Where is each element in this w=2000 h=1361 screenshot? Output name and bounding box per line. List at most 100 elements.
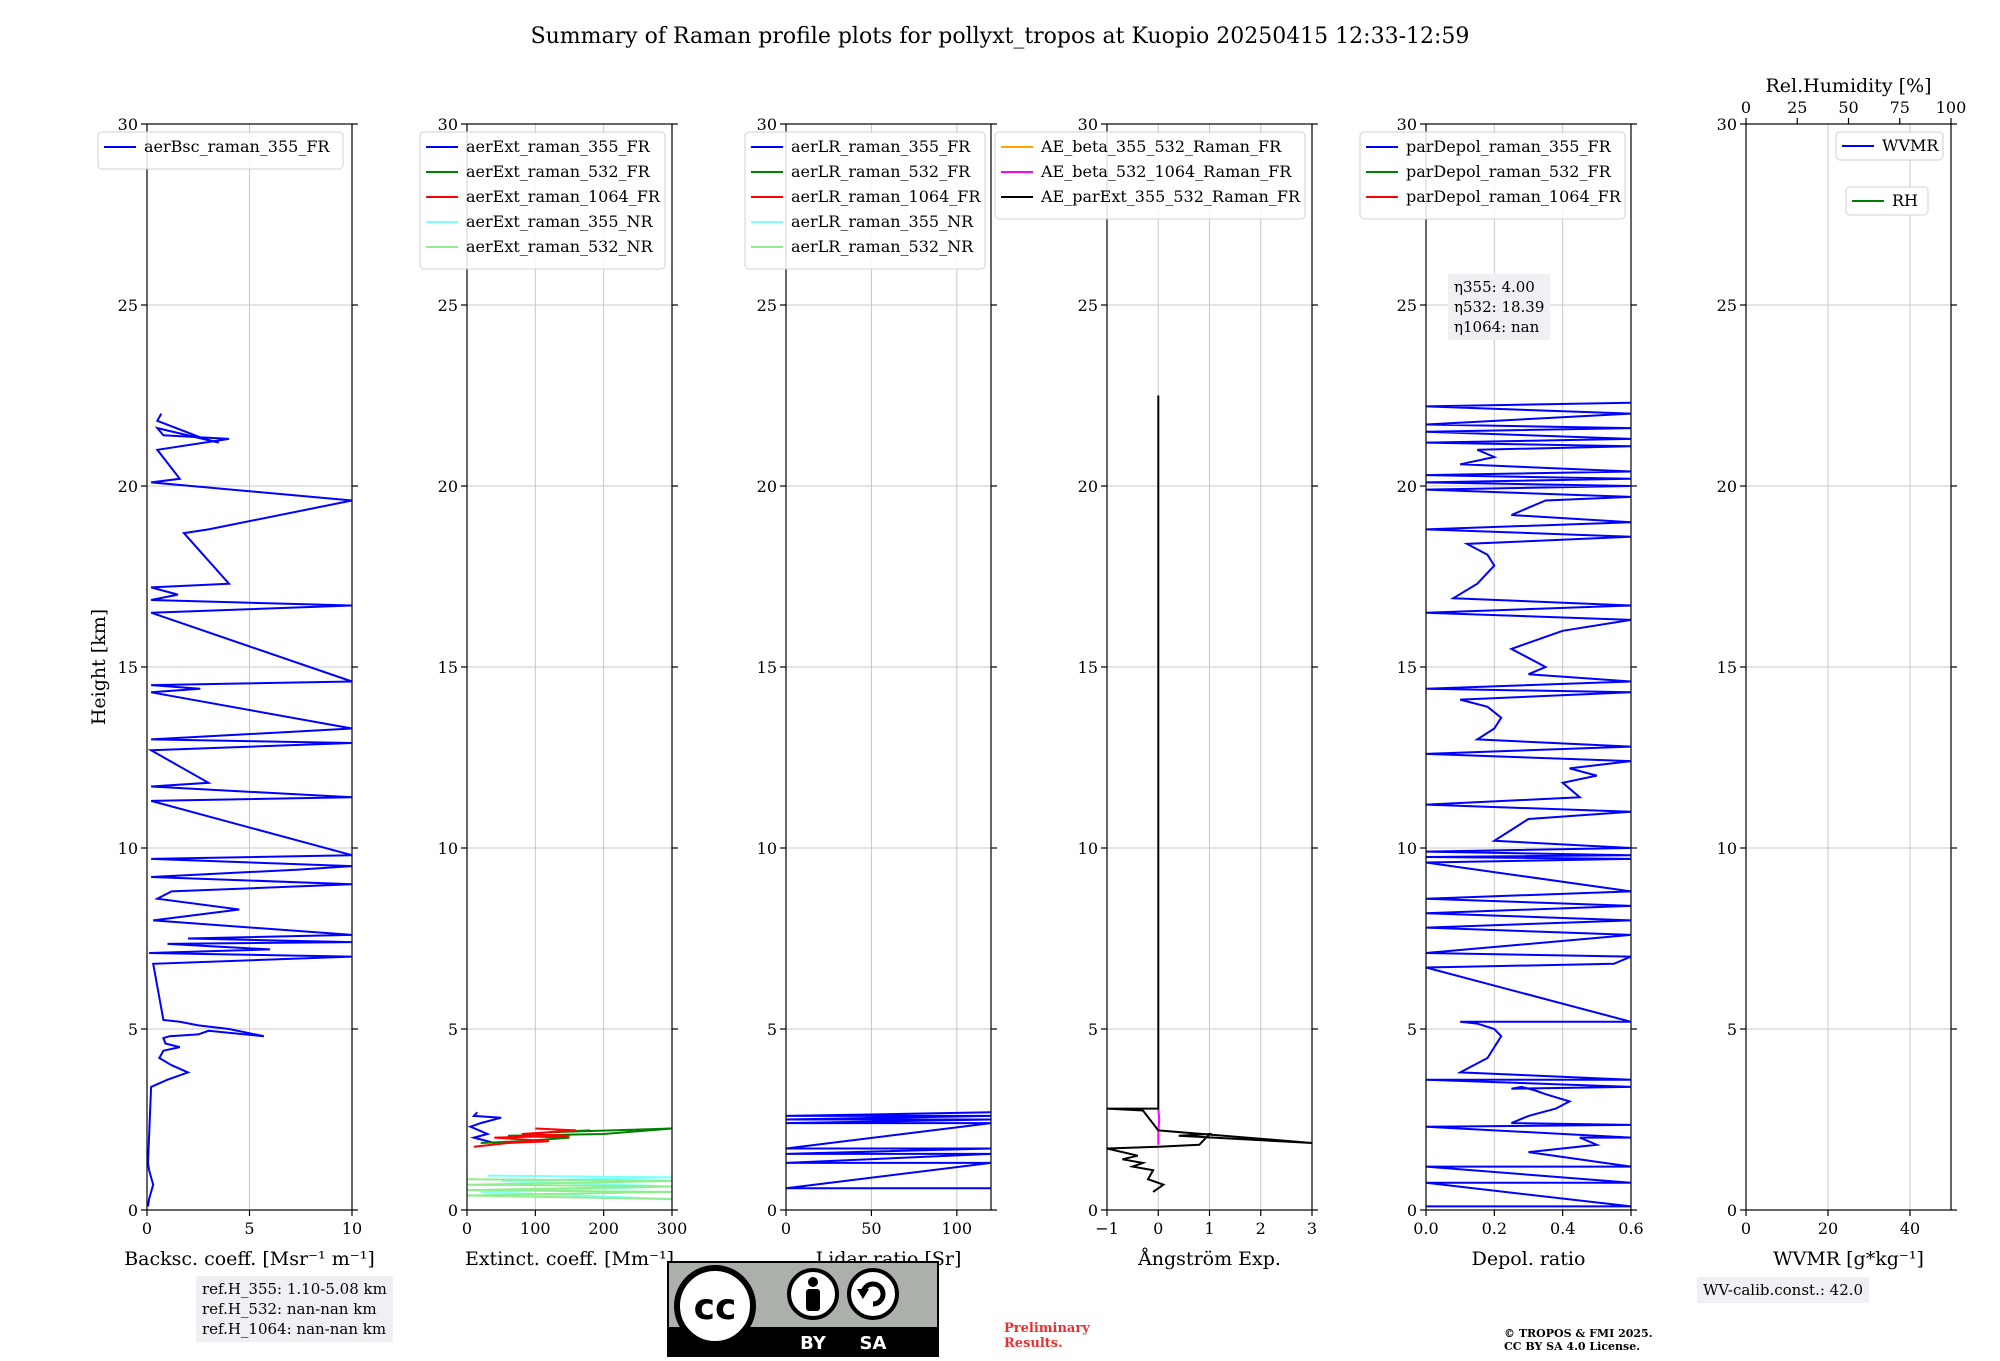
svg-text:cc: cc: [694, 1287, 737, 1328]
reference-height-box: ref.H_355: 1.10-5.08 km ref.H_532: nan-n…: [196, 1276, 393, 1342]
y-tick-label: 30: [757, 115, 777, 134]
series-aerext-raman-532-nr: [466, 1178, 673, 1201]
reference-height-1064: ref.H_1064: nan-nan km: [202, 1320, 387, 1338]
x-tick-label: 0: [1153, 1219, 1163, 1238]
y-tick-label: 20: [1717, 477, 1737, 496]
y-tick-label: 10: [1078, 839, 1098, 858]
y-tick-label: 15: [1717, 658, 1737, 677]
y-tick-label: 25: [1078, 296, 1098, 315]
y-tick-label: 5: [128, 1020, 138, 1039]
legend-box: [97, 131, 344, 170]
x2-tick-label: 100: [1936, 98, 1967, 117]
y-tick-label: 5: [1088, 1020, 1098, 1039]
cc-logo-icon: [674, 1265, 756, 1347]
y-tick-label: 5: [1407, 1020, 1417, 1039]
panel-1: 0 5 10 15 20 25 30 0 5 10 Backsc. coeff. [Msr⁻¹ m⁻…: [88, 115, 375, 1270]
copyright-line-1: © TROPOS & FMI 2025.: [1504, 1327, 1653, 1340]
x-tick-label: 100: [520, 1219, 551, 1238]
legend-box: [419, 131, 666, 270]
y-tick-label: 25: [438, 296, 458, 315]
legend-label: aerExt_raman_532_FR: [466, 162, 651, 181]
preliminary-line-1: Preliminary: [1004, 1321, 1090, 1336]
y-tick-label: 10: [1397, 839, 1417, 858]
x-tick-label: 1: [1204, 1219, 1214, 1238]
y-tick-label: 0: [1407, 1201, 1417, 1220]
legend-box: [1845, 186, 1929, 216]
y-tick-label: 20: [438, 477, 458, 496]
y-tick-label: 0: [1727, 1201, 1737, 1220]
x-axis-label: Ångström Exp.: [1137, 1248, 1281, 1270]
legend-box: [744, 131, 986, 270]
y-tick-label: 30: [438, 115, 458, 134]
series-aerlr-raman-355-fr: [785, 1111, 992, 1190]
y-tick-label: 30: [1397, 115, 1417, 134]
copyright-line-2: CC BY SA 4.0 License.: [1504, 1340, 1641, 1353]
x-tick-label: −1: [1095, 1219, 1119, 1238]
x-tick-label: 0.2: [1482, 1219, 1507, 1238]
legend-label: aerExt_raman_1064_FR: [466, 187, 661, 206]
x2-tick-label: 25: [1787, 98, 1807, 117]
x-axis-label: WVMR [g*kg⁻¹]: [1773, 1248, 1924, 1270]
legend-label: aerExt_raman_355_FR: [466, 137, 651, 156]
wv-calibration-box: WV-calib.const.: 42.0: [1697, 1277, 1870, 1303]
legend-label: aerBsc_raman_355_FR: [144, 137, 330, 156]
y-axis-label: Height [km]: [88, 609, 110, 725]
x-tick-label: 5: [244, 1219, 254, 1238]
legend-label: aerLR_raman_532_FR: [791, 162, 971, 181]
legend-label: aerExt_raman_355_NR: [466, 212, 654, 231]
x-tick-label: 100: [942, 1219, 973, 1238]
by-label: BY: [800, 1333, 827, 1354]
x-tick-label: 200: [588, 1219, 619, 1238]
cc-by-sa-badge: cc BY SA: [667, 1261, 939, 1357]
sa-label: SA: [860, 1333, 887, 1354]
legend-label: RH: [1892, 191, 1918, 210]
series-pardepol-raman-355-fr: [1425, 401, 1632, 1208]
eta-355: η355: 4.00: [1454, 278, 1535, 296]
share-alike-icon: [847, 1268, 899, 1320]
eta-1064: η1064: nan: [1454, 318, 1540, 336]
y-tick-label: 10: [757, 839, 777, 858]
y-tick-label: 15: [1078, 658, 1098, 677]
copyright-note: © TROPOS & FMI 2025. CC BY SA 4.0 Licens…: [1504, 1327, 1653, 1353]
x-tick-label: 0: [142, 1219, 152, 1238]
x-tick-label: 0: [1741, 1219, 1751, 1238]
preliminary-note: Preliminary Results.: [1004, 1321, 1090, 1351]
series-aerext-raman-355-nr: [480, 1174, 673, 1201]
legend-label: aerLR_raman_532_NR: [791, 237, 974, 256]
y-tick-label: 5: [1727, 1020, 1737, 1039]
legend-label: AE_beta_532_1064_Raman_FR: [1040, 162, 1292, 181]
x-tick-label: 0.6: [1618, 1219, 1643, 1238]
y-tick-label: 30: [1717, 115, 1737, 134]
y-tick-label: 0: [767, 1201, 777, 1220]
reference-height-532: ref.H_532: nan-nan km: [202, 1300, 377, 1318]
y-tick-label: 20: [757, 477, 777, 496]
y-tick-label: 25: [1397, 296, 1417, 315]
series-aerext-raman-1064-fr: [473, 1127, 577, 1148]
panel-5: 0 5 10 15 20 25 30 0.0 0.2 0.4 0.6 Depol. ratio parD…: [1359, 115, 1644, 1270]
preliminary-line-2: Results.: [1004, 1336, 1063, 1351]
y-tick-label: 15: [757, 658, 777, 677]
x-tick-label: 0: [462, 1219, 472, 1238]
x-tick-label: 3: [1307, 1219, 1317, 1238]
series-ae-parext-355-532-raman-fr: [1106, 395, 1313, 1193]
x-tick-label: 2: [1256, 1219, 1266, 1238]
legend-label: AE_parExt_355_532_Raman_FR: [1040, 187, 1301, 206]
x-tick-label: 10: [342, 1219, 362, 1238]
y-tick-label: 10: [438, 839, 458, 858]
x-tick-label: 20: [1818, 1219, 1838, 1238]
y-tick-label: 25: [757, 296, 777, 315]
y-tick-label: 20: [1078, 477, 1098, 496]
legend-label: aerExt_raman_532_NR: [466, 237, 654, 256]
legend-label: AE_beta_355_532_Raman_FR: [1040, 137, 1282, 156]
x-tick-label: 0.4: [1550, 1219, 1575, 1238]
reference-height-355: ref.H_355: 1.10-5.08 km: [202, 1280, 387, 1298]
y-tick-label: 5: [448, 1020, 458, 1039]
legend-box: [1359, 131, 1626, 220]
y-tick-label: 10: [1717, 839, 1737, 858]
series-aerext-raman-355-fr: [467, 1111, 502, 1144]
legend-label: aerLR_raman_355_NR: [791, 212, 974, 231]
